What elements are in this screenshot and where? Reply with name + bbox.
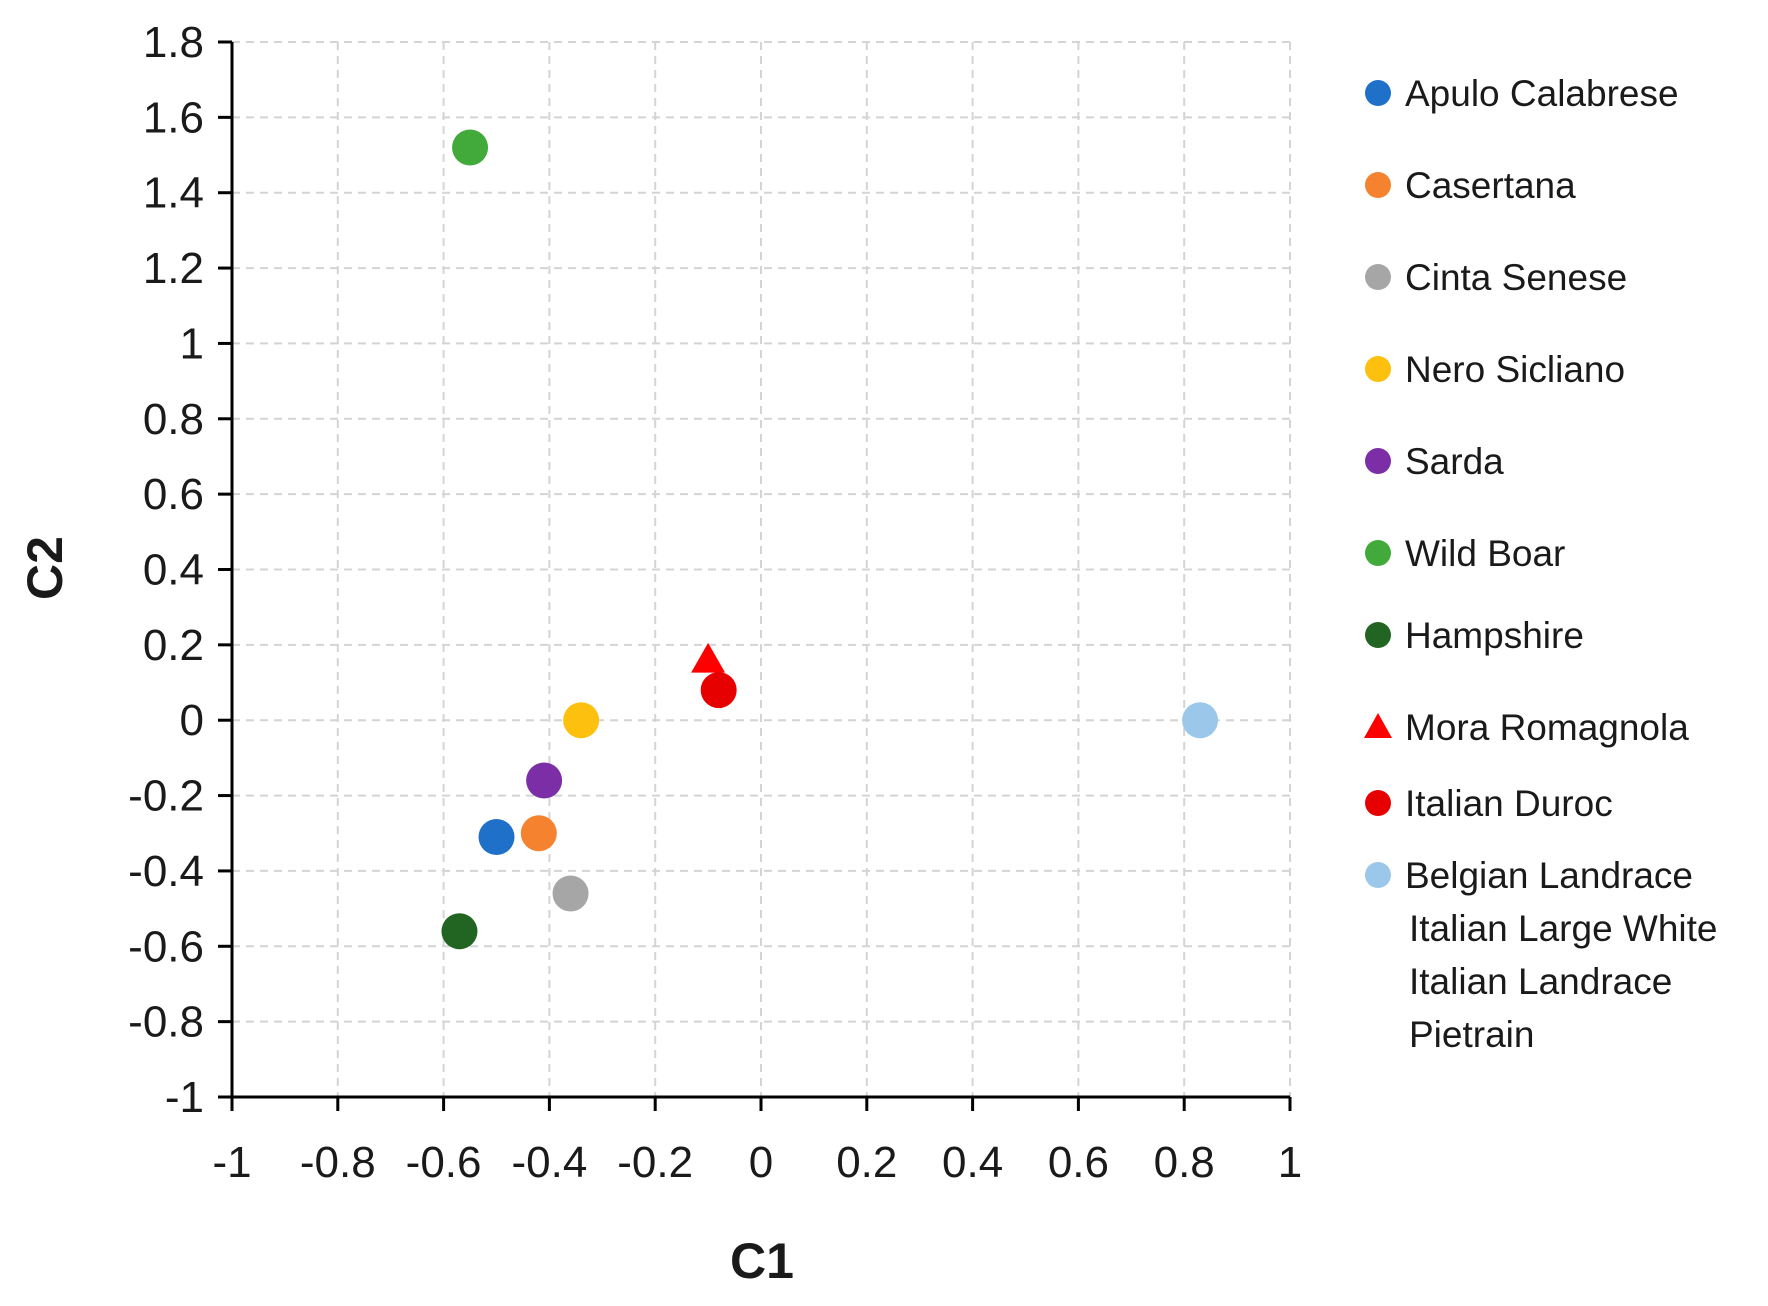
y-tick-label: -0.8 xyxy=(128,998,204,1047)
x-tick-label: 1 xyxy=(1278,1138,1302,1187)
grid-lines xyxy=(232,41,1291,1097)
point-sarda xyxy=(526,762,563,799)
legend-label-apulo-calabrese: Apulo Calabrese xyxy=(1405,73,1679,114)
legend-marker-casertana xyxy=(1365,172,1391,198)
y-tick-label: -0.6 xyxy=(128,922,204,971)
y-tick-label: 1.4 xyxy=(143,169,204,218)
legend-marker-belgian-landrace xyxy=(1365,862,1391,888)
legend-marker-italian-duroc xyxy=(1365,790,1391,816)
legend-label-sarda: Sarda xyxy=(1405,441,1504,482)
point-nero-sicliano xyxy=(563,702,600,739)
y-tick-label: 1.6 xyxy=(143,93,204,142)
y-tick-label: -0.4 xyxy=(128,847,204,896)
legend-label-italian-large-white: Italian Large White xyxy=(1409,908,1718,949)
y-tick-label: 1 xyxy=(180,319,204,368)
y-tick-label: 0.4 xyxy=(143,546,204,595)
y-tick-label: 0.6 xyxy=(143,470,204,519)
legend-label-italian-duroc: Italian Duroc xyxy=(1405,783,1613,824)
legend-label-belgian-landrace: Belgian Landrace xyxy=(1405,855,1693,896)
x-tick-label: -0.4 xyxy=(511,1138,587,1187)
x-tick-label: -0.6 xyxy=(406,1138,482,1187)
x-tick-label: -0.2 xyxy=(617,1138,693,1187)
point-cinta-senese xyxy=(552,875,589,912)
legend-marker-sarda xyxy=(1365,448,1391,474)
legend-marker-apulo-calabrese xyxy=(1365,80,1391,106)
y-tick-label: 1.8 xyxy=(143,18,204,67)
legend-label-nero-sicliano: Nero Sicliano xyxy=(1405,349,1625,390)
y-axis-title: C2 xyxy=(17,536,73,600)
legend-label-casertana: Casertana xyxy=(1405,165,1576,206)
axes xyxy=(218,40,1292,1111)
x-tick-label: 0.6 xyxy=(1048,1138,1109,1187)
y-tick-label: -0.2 xyxy=(128,772,204,821)
legend-marker-hampshire xyxy=(1365,622,1391,648)
legend-label-cinta-senese: Cinta Senese xyxy=(1405,257,1627,298)
legend-marker-nero-sicliano xyxy=(1365,356,1391,382)
legend-marker-mora-romagnola xyxy=(1364,713,1392,738)
legend-label-wild-boar: Wild Boar xyxy=(1405,533,1565,574)
x-tick-label: -1 xyxy=(212,1138,251,1187)
legend-label-italian-landrace: Italian Landrace xyxy=(1409,961,1672,1002)
point-casertana xyxy=(520,815,557,852)
data-points xyxy=(441,129,1219,950)
x-tick-label: 0.8 xyxy=(1154,1138,1215,1187)
y-tick-label: 0.8 xyxy=(143,395,204,444)
point-belgian-landrace xyxy=(1182,702,1219,739)
point-italian-duroc xyxy=(700,672,737,709)
x-tick-label: 0 xyxy=(749,1138,773,1187)
point-mora-romagnola xyxy=(691,642,726,673)
legend-label-hampshire: Hampshire xyxy=(1405,615,1584,656)
x-tick-label: 0.4 xyxy=(942,1138,1003,1187)
x-tick-labels: -1 -0.8 -0.6 -0.4 -0.2 0 0.2 0.4 0.6 0.8 1 xyxy=(212,1138,1302,1187)
y-tick-label: -1 xyxy=(165,1073,204,1122)
legend-marker-cinta-senese xyxy=(1365,264,1391,290)
point-apulo-calabrese xyxy=(478,819,515,856)
x-tick-label: 0.2 xyxy=(836,1138,897,1187)
y-tick-label: 0.2 xyxy=(143,621,204,670)
point-wild-boar xyxy=(452,129,489,166)
y-tick-label: 1.2 xyxy=(143,244,204,293)
legend: Apulo Calabrese Casertana Cinta Senese Nero… xyxy=(1364,73,1718,1055)
legend-label-mora-romagnola: Mora Romagnola xyxy=(1405,707,1689,748)
legend-marker-wild-boar xyxy=(1365,540,1391,566)
x-axis-title: C1 xyxy=(730,1233,794,1289)
legend-label-pietrain: Pietrain xyxy=(1409,1014,1534,1055)
y-tick-label: 0 xyxy=(180,696,204,745)
x-tick-label: -0.8 xyxy=(300,1138,376,1187)
y-tick-labels: 1.8 1.6 1.4 1.2 1 0.8 0.6 0.4 0.2 0 -0.2 -0.4 -0.6 -0… xyxy=(128,18,204,1122)
point-hampshire xyxy=(441,913,478,950)
